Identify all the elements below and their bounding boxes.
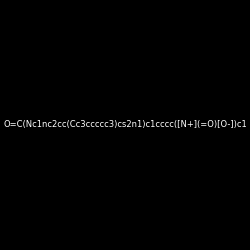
Text: O=C(Nc1nc2cc(Cc3ccccc3)cs2n1)c1cccc([N+](=O)[O-])c1: O=C(Nc1nc2cc(Cc3ccccc3)cs2n1)c1cccc([N+]… <box>3 120 247 130</box>
